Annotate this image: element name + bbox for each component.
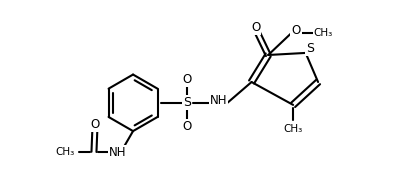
Text: CH₃: CH₃ — [55, 147, 75, 157]
Text: CH₃: CH₃ — [314, 28, 333, 38]
Text: O: O — [90, 118, 100, 131]
Text: O: O — [182, 120, 192, 133]
Text: S: S — [183, 96, 191, 109]
Text: NH: NH — [109, 146, 126, 159]
Text: CH₃: CH₃ — [284, 124, 303, 134]
Text: S: S — [306, 42, 314, 55]
Text: O: O — [182, 73, 192, 86]
Text: NH: NH — [209, 94, 227, 107]
Text: O: O — [292, 24, 301, 37]
Text: O: O — [251, 21, 260, 34]
